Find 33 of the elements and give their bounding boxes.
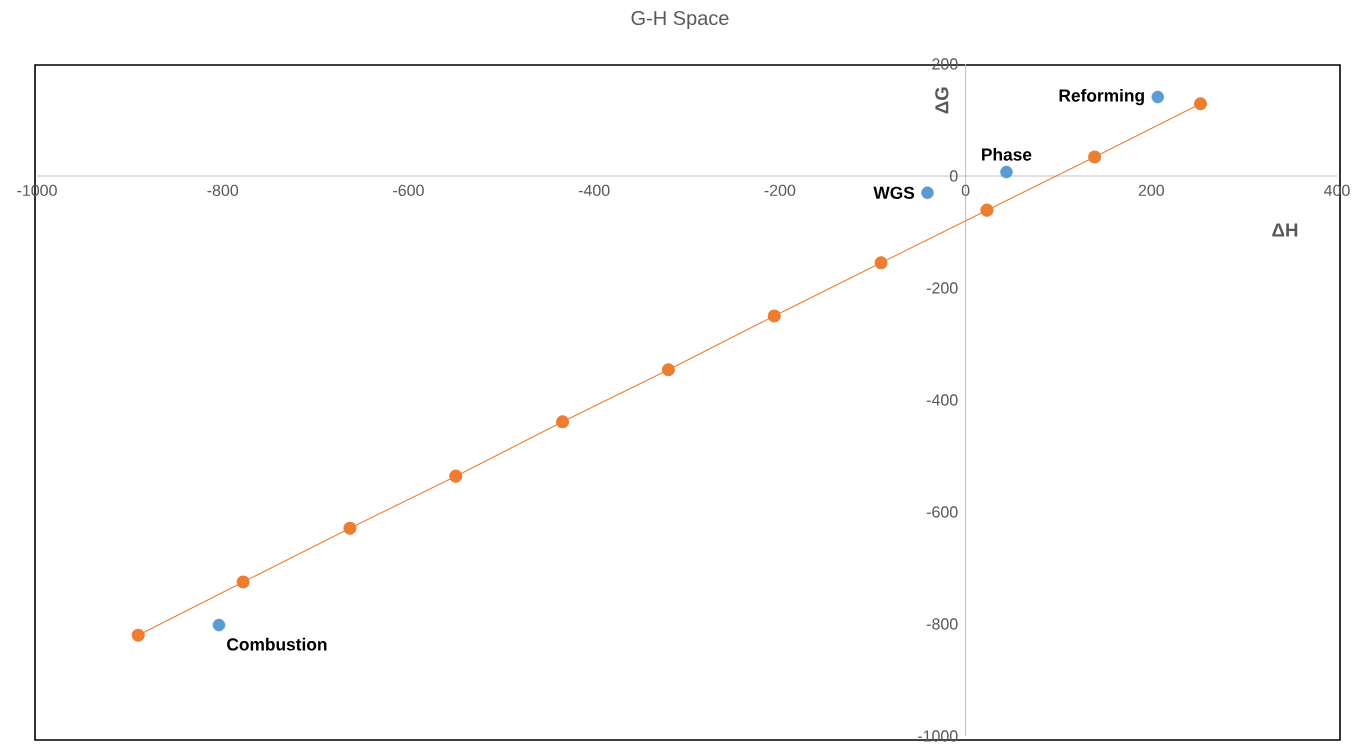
x-tick-label: -200 [764,184,796,197]
point [556,415,570,429]
annotation: Combustion [227,637,327,651]
y-tick-label: 0 [949,170,958,182]
x-axis-title: ΔH [1272,223,1298,237]
y-tick-label: -600 [926,506,958,518]
annotation: Reforming [1059,89,1144,106]
point [131,628,145,642]
point [1000,165,1013,179]
y-tick-label: -800 [926,618,958,630]
point [212,619,226,632]
x-tick-label: 0 [961,184,970,197]
point [661,363,675,377]
point [449,469,463,483]
point [921,186,934,200]
point [343,521,357,535]
chart-title: G-H Space [631,11,729,30]
y-axis-title: ΔG [935,87,949,114]
point [1088,150,1102,164]
point [1193,97,1208,111]
y-tick-label: -400 [926,394,958,406]
annotation: WGS [873,186,915,200]
point [1151,90,1165,104]
point [767,309,781,323]
point [236,575,250,589]
x-tick-label: 200 [1138,184,1165,197]
annotation: Phase [982,148,1032,161]
x-tick-label: -800 [207,184,239,197]
point [980,203,994,217]
y-tick-label: -200 [926,282,958,294]
point [874,256,888,270]
x-tick-label: -400 [578,184,610,197]
x-tick-label: -600 [393,184,424,197]
